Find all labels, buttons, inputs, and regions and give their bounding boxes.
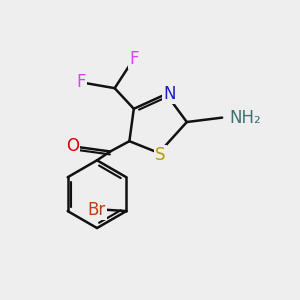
Text: O: O: [66, 136, 79, 154]
Text: Br: Br: [88, 201, 106, 219]
Text: F: F: [129, 50, 139, 68]
Text: NH₂: NH₂: [230, 109, 261, 127]
Text: F: F: [76, 73, 86, 91]
Text: S: S: [155, 146, 166, 164]
Text: N: N: [163, 85, 175, 103]
